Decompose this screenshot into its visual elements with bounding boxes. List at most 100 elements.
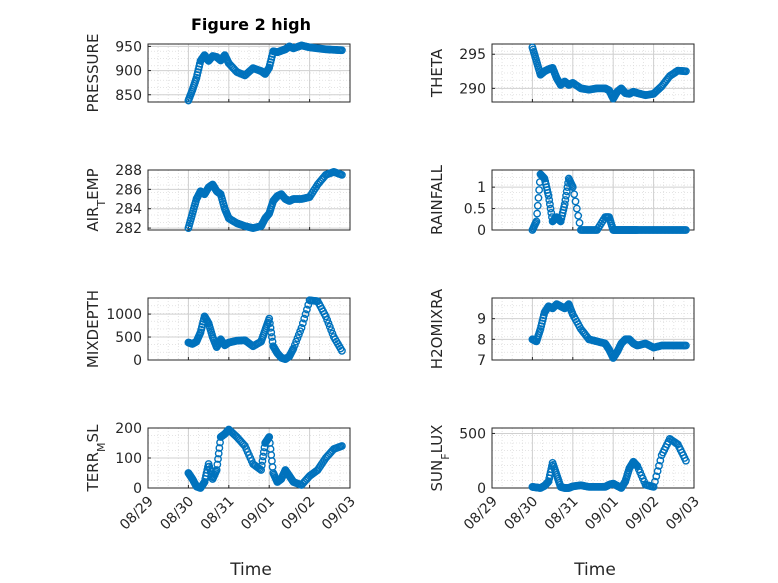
y-tick-label: 9 bbox=[477, 312, 486, 328]
y-axis-label-part: AIR bbox=[84, 207, 102, 232]
subplot-3: 282 284 286 288 AIRTEMP bbox=[84, 163, 351, 237]
data-point bbox=[570, 190, 579, 199]
data-point bbox=[546, 204, 555, 213]
y-axis-label-subscript: F bbox=[439, 453, 452, 459]
data-point bbox=[682, 226, 690, 234]
data-point bbox=[292, 337, 301, 346]
data-point bbox=[649, 483, 658, 491]
x-axis-label-right: Time bbox=[573, 560, 616, 580]
data-point bbox=[568, 183, 577, 192]
y-axis-label-subscript: T bbox=[95, 200, 108, 208]
y-tick-label: 0 bbox=[477, 223, 486, 239]
data-point bbox=[562, 191, 570, 200]
data-point bbox=[560, 200, 569, 209]
data-point bbox=[247, 341, 256, 350]
data-point bbox=[682, 456, 690, 465]
axes-frame bbox=[491, 297, 695, 361]
data-point bbox=[214, 455, 222, 463]
y-tick-label: 1000 bbox=[106, 307, 142, 323]
data-point bbox=[213, 460, 222, 469]
data-point bbox=[656, 456, 665, 465]
data-point bbox=[297, 323, 306, 332]
y-tick-label: 900 bbox=[115, 64, 142, 80]
data-point bbox=[258, 457, 267, 465]
y-axis-label-part: TERR bbox=[84, 452, 102, 493]
data-point bbox=[259, 448, 268, 456]
data-point bbox=[571, 197, 580, 206]
data-point bbox=[259, 452, 268, 461]
subplot-1: 850 900 950 PRESSURE bbox=[84, 34, 351, 113]
x-axis-label-left: Time bbox=[229, 560, 272, 580]
data-point bbox=[265, 314, 274, 323]
data-point bbox=[574, 211, 583, 220]
y-axis-label-subscript: M bbox=[95, 442, 108, 452]
y-tick-label: 288 bbox=[115, 163, 142, 179]
figure-title: Figure 2 high bbox=[191, 15, 311, 34]
y-axis-label: MIXDEPTH bbox=[84, 290, 102, 368]
data-point bbox=[545, 196, 554, 204]
data-point bbox=[296, 327, 305, 336]
data-point bbox=[215, 444, 224, 452]
y-axis-label: PRESSURE bbox=[84, 34, 102, 113]
data-point bbox=[535, 186, 544, 194]
y-axis-label-part: SL bbox=[84, 424, 102, 443]
y-tick-label: 0 bbox=[133, 353, 142, 369]
y-tick-label: 286 bbox=[115, 182, 142, 198]
data-point bbox=[652, 472, 661, 481]
data-point bbox=[655, 461, 663, 470]
data-point bbox=[257, 466, 266, 474]
y-axis-label-part: EMP bbox=[84, 168, 102, 199]
y-tick-label: 7 bbox=[477, 353, 486, 369]
data-point bbox=[293, 334, 302, 343]
data-point bbox=[572, 204, 581, 213]
y-axis-label: SUNFLUX bbox=[428, 425, 452, 492]
y-tick-label: 295 bbox=[459, 47, 486, 63]
y-tick-label: 850 bbox=[115, 88, 142, 104]
data-point bbox=[294, 330, 303, 339]
data-point bbox=[298, 319, 307, 328]
data-point bbox=[325, 322, 334, 331]
data-point bbox=[575, 218, 584, 227]
data-point bbox=[266, 323, 275, 332]
data-point bbox=[532, 217, 541, 226]
data-point bbox=[257, 461, 266, 470]
data-point bbox=[324, 319, 333, 328]
y-tick-label: 100 bbox=[115, 451, 142, 467]
data-point bbox=[338, 46, 346, 55]
data-point bbox=[653, 467, 662, 475]
data-point bbox=[682, 67, 690, 76]
y-tick-label: 8 bbox=[477, 332, 486, 348]
y-tick-label: 0.5 bbox=[464, 202, 486, 218]
y-axis-label: AIRTEMP bbox=[84, 168, 108, 231]
y-tick-label: 950 bbox=[115, 39, 142, 55]
y-tick-label: 500 bbox=[459, 426, 486, 442]
data-point bbox=[534, 193, 543, 202]
data-point bbox=[321, 312, 330, 321]
data-point bbox=[301, 310, 310, 318]
y-axis-label: THETA bbox=[428, 48, 446, 98]
y-axis-label: H2OMIXRA bbox=[428, 288, 446, 369]
axes-frame bbox=[147, 297, 351, 361]
data-point bbox=[544, 191, 553, 200]
subplot-4: 0 0.5 1 RAINFALL bbox=[428, 164, 695, 239]
data-point bbox=[682, 341, 690, 350]
data-point bbox=[300, 314, 309, 323]
data-point bbox=[533, 209, 542, 218]
data-point bbox=[267, 328, 276, 337]
data-point bbox=[561, 196, 570, 204]
y-axis-label-part: SUN bbox=[428, 460, 446, 492]
data-point bbox=[212, 466, 221, 474]
data-point bbox=[323, 315, 332, 324]
data-point bbox=[289, 344, 298, 353]
data-point bbox=[546, 200, 554, 209]
data-point bbox=[290, 341, 299, 349]
data-point bbox=[214, 449, 223, 458]
y-tick-label: 284 bbox=[115, 202, 142, 218]
data-point bbox=[562, 187, 571, 196]
data-point bbox=[338, 442, 346, 450]
data-point bbox=[338, 170, 346, 179]
data-point bbox=[533, 201, 542, 210]
axes-frame bbox=[491, 43, 695, 103]
